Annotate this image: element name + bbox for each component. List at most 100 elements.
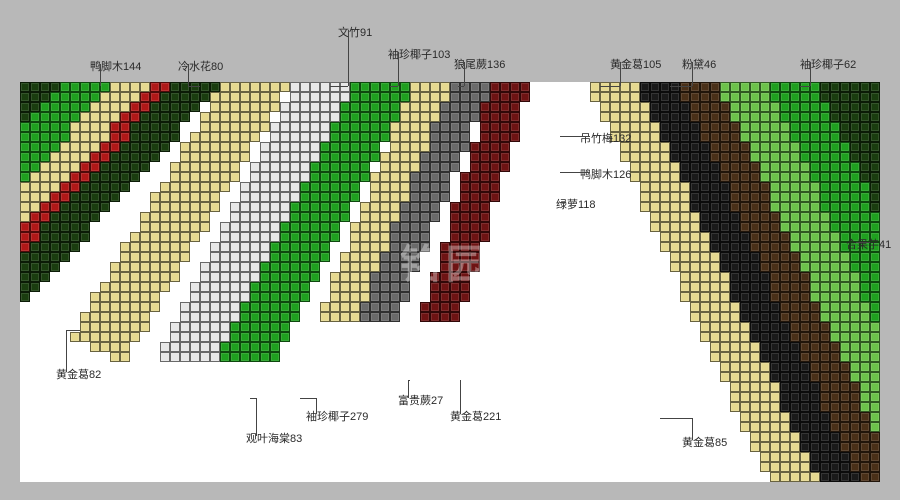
grid-cell	[830, 182, 840, 192]
grid-cell	[750, 212, 760, 222]
grid-cell	[370, 232, 380, 242]
grid-cell	[40, 212, 50, 222]
grid-cell	[780, 112, 790, 122]
grid-cell	[370, 242, 380, 252]
grid-cell	[800, 102, 810, 112]
grid-cell	[760, 442, 770, 452]
grid-cell	[680, 292, 690, 302]
grid-cell	[650, 192, 660, 202]
grid-cell	[660, 132, 670, 142]
grid-cell	[500, 92, 510, 102]
grid-cell	[150, 142, 160, 152]
grid-cell	[330, 202, 340, 212]
grid-cell	[720, 352, 730, 362]
grid-cell	[440, 152, 450, 162]
grid-cell	[160, 192, 170, 202]
grid-cell	[20, 192, 30, 202]
grid-cell	[740, 312, 750, 322]
grid-cell	[650, 202, 660, 212]
grid-cell	[790, 392, 800, 402]
grid-cell	[330, 102, 340, 112]
grid-cell	[80, 122, 90, 132]
grid-cell	[710, 272, 720, 282]
grid-cell	[470, 182, 480, 192]
grid-cell	[150, 112, 160, 122]
grid-cell	[750, 402, 760, 412]
grid-cell	[60, 162, 70, 172]
grid-cell	[730, 332, 740, 342]
grid-cell	[820, 402, 830, 412]
grid-cell	[750, 142, 760, 152]
grid-cell	[860, 172, 870, 182]
grid-cell	[670, 162, 680, 172]
grid-cell	[640, 92, 650, 102]
grid-cell	[360, 242, 370, 252]
grid-cell	[740, 362, 750, 372]
grid-cell	[720, 342, 730, 352]
grid-cell	[140, 92, 150, 102]
grid-cell	[180, 92, 190, 102]
grid-cell	[860, 192, 870, 202]
grid-cell	[210, 302, 220, 312]
grid-cell	[200, 82, 210, 92]
grid-cell	[140, 292, 150, 302]
grid-cell	[80, 132, 90, 142]
grid-cell	[360, 152, 370, 162]
grid-cell	[710, 332, 720, 342]
grid-cell	[660, 242, 670, 252]
grid-cell	[270, 262, 280, 272]
grid-cell	[250, 102, 260, 112]
grid-cell	[770, 242, 780, 252]
grid-cell	[400, 142, 410, 152]
grid-cell	[660, 122, 670, 132]
grid-cell	[120, 302, 130, 312]
grid-cell	[410, 232, 420, 242]
grid-cell	[300, 232, 310, 242]
grid-cell	[740, 82, 750, 92]
grid-cell	[210, 242, 220, 252]
grid-cell	[760, 272, 770, 282]
grid-cell	[790, 362, 800, 372]
grid-cell	[250, 112, 260, 122]
grid-cell	[220, 102, 230, 112]
grid-cell	[380, 102, 390, 112]
grid-cell	[780, 392, 790, 402]
grid-cell	[700, 132, 710, 142]
grid-cell	[660, 222, 670, 232]
grid-cell	[790, 322, 800, 332]
grid-cell	[390, 102, 400, 112]
grid-cell	[860, 362, 870, 372]
grid-cell	[650, 112, 660, 122]
grid-cell	[300, 172, 310, 182]
grid-cell	[790, 312, 800, 322]
grid-cell	[810, 182, 820, 192]
grid-cell	[290, 262, 300, 272]
grid-cell	[270, 222, 280, 232]
grid-cell	[420, 242, 430, 252]
grid-cell	[860, 302, 870, 312]
grid-cell	[20, 162, 30, 172]
grid-cell	[90, 342, 100, 352]
grid-cell	[810, 222, 820, 232]
grid-cell	[50, 232, 60, 242]
grid-cell	[300, 272, 310, 282]
grid-cell	[500, 122, 510, 132]
grid-cell	[60, 232, 70, 242]
grid-cell	[830, 422, 840, 432]
grid-cell	[800, 322, 810, 332]
grid-cell	[740, 242, 750, 252]
grid-cell	[240, 322, 250, 332]
grid-cell	[450, 262, 460, 272]
grid-cell	[810, 142, 820, 152]
grid-cell	[720, 102, 730, 112]
grid-cell	[290, 232, 300, 242]
grid-cell	[720, 92, 730, 102]
grid-cell	[50, 102, 60, 112]
grid-cell	[830, 432, 840, 442]
grid-cell	[80, 322, 90, 332]
grid-cell	[260, 202, 270, 212]
grid-cell	[200, 132, 210, 142]
grid-cell	[770, 282, 780, 292]
grid-cell	[820, 422, 830, 432]
grid-cell	[220, 112, 230, 122]
